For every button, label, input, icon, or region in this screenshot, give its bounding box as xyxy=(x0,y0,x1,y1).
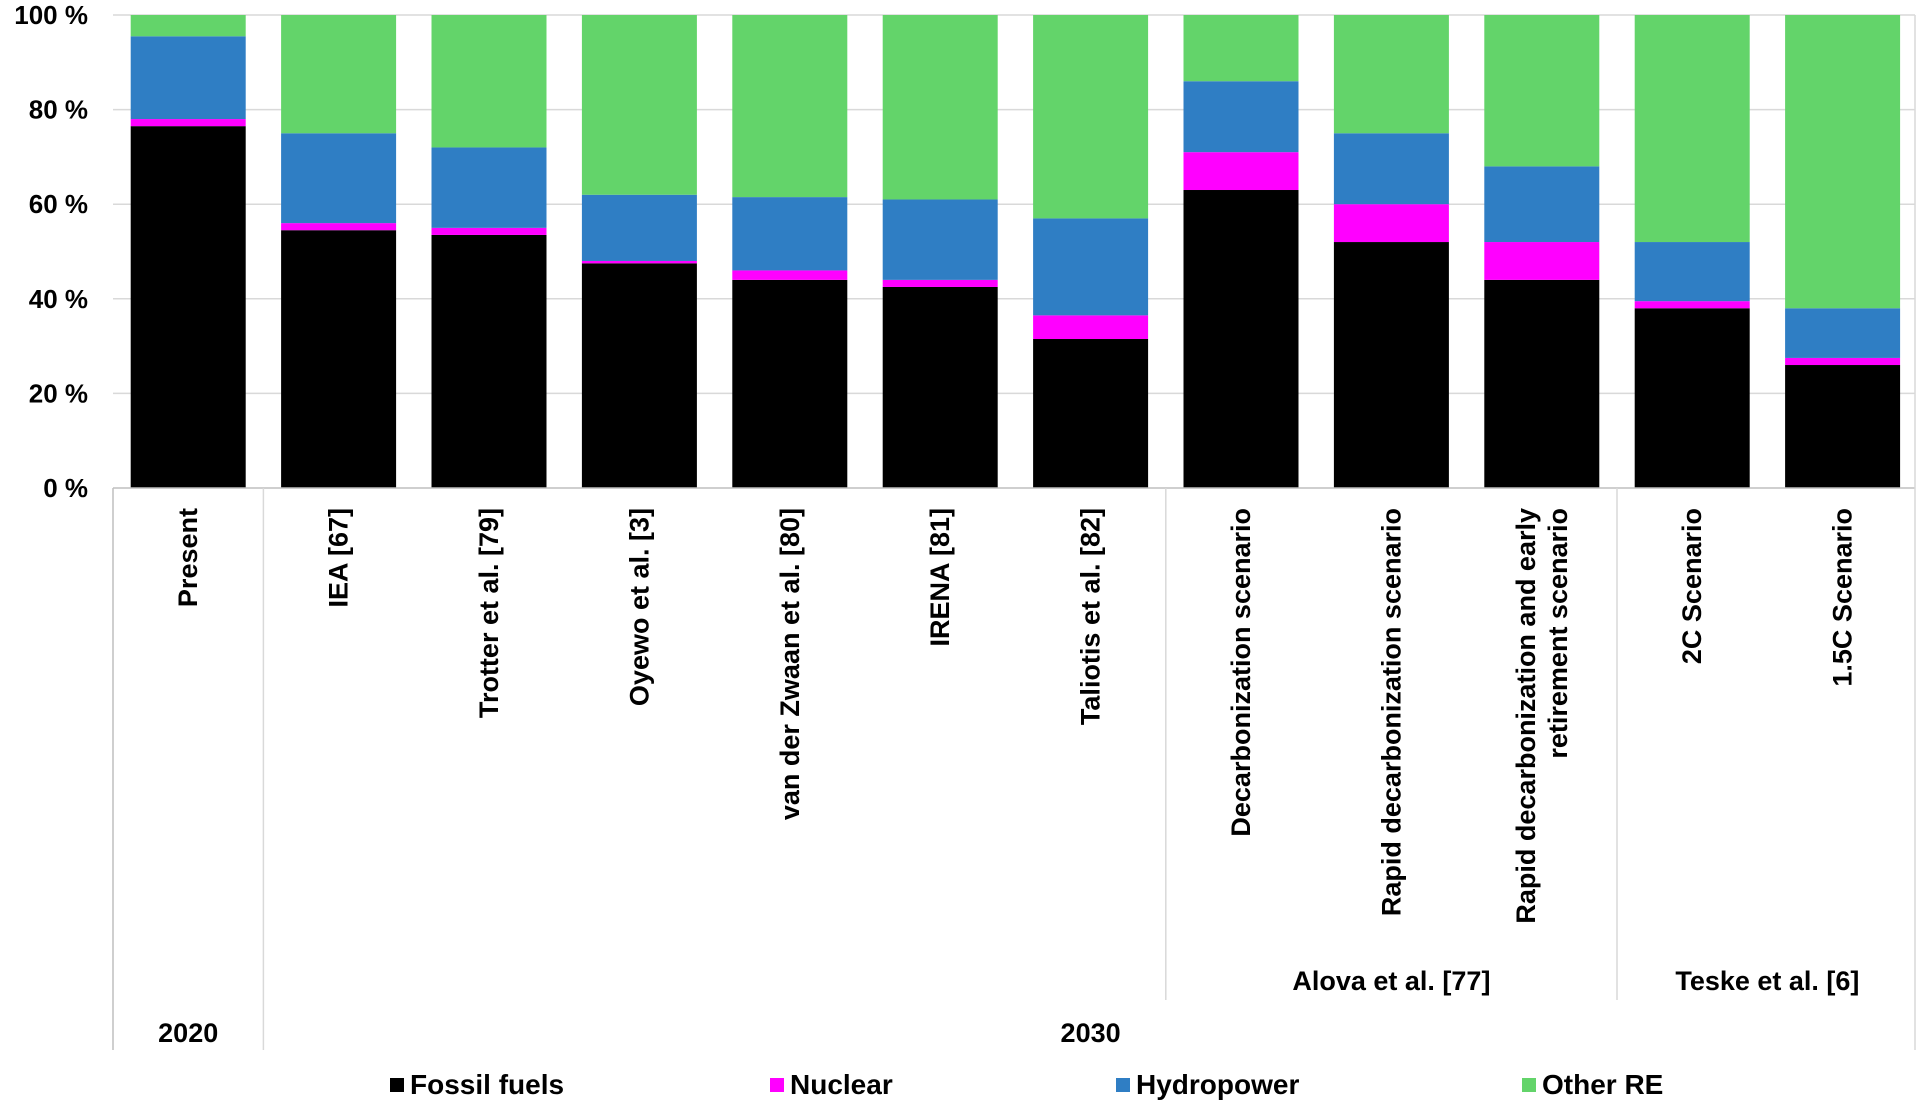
bar-segment-fossil-fuels xyxy=(1183,190,1299,488)
bar-segment-fossil-fuels xyxy=(431,234,547,488)
bar-segment-hydropower xyxy=(1785,308,1901,358)
bar-segment-nuclear xyxy=(732,270,848,280)
legend-label: Nuclear xyxy=(790,1069,893,1100)
bar-segment-hydropower xyxy=(732,197,848,271)
bar-segment-nuclear xyxy=(1785,357,1901,366)
bar-segment-nuclear xyxy=(882,279,998,287)
x-category-label: van der Zwaan et al. [80] xyxy=(775,508,805,820)
bar-segment-hydropower xyxy=(882,199,998,280)
bar-segment-hydropower xyxy=(1484,166,1600,243)
bar-segment-nuclear xyxy=(1333,204,1449,243)
bar-segment-nuclear xyxy=(1484,242,1600,280)
x-category-label: 1.5C Scenario xyxy=(1828,508,1858,687)
y-tick-label: 100 % xyxy=(14,0,88,30)
x-category-label: Rapid decarbonization and early xyxy=(1511,508,1541,924)
y-tick-label: 20 % xyxy=(29,378,88,408)
x-category-label: Rapid decarbonization scenario xyxy=(1376,508,1406,916)
legend-swatch xyxy=(390,1078,404,1092)
bar-segment-fossil-fuels xyxy=(1033,339,1149,488)
gridlines xyxy=(113,14,1915,395)
bar-segment-fossil-fuels xyxy=(581,263,697,488)
x-axis-category-labels: Present IEA [67] Trotter et al. [79] Oyewo … xyxy=(173,508,1857,924)
y-tick-label: 40 % xyxy=(29,284,88,314)
bar-segment-other-re xyxy=(281,15,397,134)
x-category-label: IRENA [81] xyxy=(925,508,955,647)
legend-label: Other RE xyxy=(1542,1069,1663,1100)
bar-segment-nuclear xyxy=(1634,301,1750,309)
bars xyxy=(130,15,1901,488)
legend-swatch xyxy=(1522,1078,1536,1092)
study-group-label: Alova et al. [77] xyxy=(1292,966,1490,996)
bar-segment-hydropower xyxy=(1333,133,1449,205)
bar-segment-other-re xyxy=(1183,15,1299,82)
bar-segment-other-re xyxy=(732,15,848,198)
legend-swatch xyxy=(1116,1078,1130,1092)
bar-segment-hydropower xyxy=(431,147,547,228)
y-tick-label: 0 % xyxy=(43,473,88,503)
bar-segment-fossil-fuels xyxy=(1785,365,1901,488)
bar-segment-other-re xyxy=(1785,15,1901,309)
bar-segment-hydropower xyxy=(1033,218,1149,316)
bar-segment-fossil-fuels xyxy=(1634,308,1750,488)
axes xyxy=(112,15,1916,1050)
x-category-label: Taliotis et al. [82] xyxy=(1076,508,1106,725)
bar-segment-nuclear xyxy=(581,260,697,264)
legend-swatch xyxy=(770,1078,784,1092)
year-label: 2020 xyxy=(158,1018,218,1048)
y-tick-label: 80 % xyxy=(29,95,88,125)
bar-segment-nuclear xyxy=(1033,315,1149,340)
x-category-label: 2C Scenario xyxy=(1677,508,1707,664)
legend-label: Hydropower xyxy=(1136,1069,1299,1100)
bar-segment-fossil-fuels xyxy=(281,230,397,488)
legend: Fossil fuels Nuclear Hydropower Other RE xyxy=(390,1069,1663,1100)
bar-segment-nuclear xyxy=(1183,152,1299,191)
x-category-label: retirement scenario xyxy=(1543,508,1573,759)
study-group-label: Teske et al. [6] xyxy=(1675,966,1859,996)
year-label: 2030 xyxy=(1061,1018,1121,1048)
bar-segment-other-re xyxy=(1484,15,1600,167)
bar-segment-fossil-fuels xyxy=(1333,242,1449,488)
bar-segment-fossil-fuels xyxy=(1484,279,1600,488)
bar-segment-other-re xyxy=(1033,15,1149,219)
bar-segment-other-re xyxy=(1634,15,1750,243)
bar-segment-hydropower xyxy=(281,133,397,224)
bar-segment-other-re xyxy=(882,15,998,200)
bar-segment-other-re xyxy=(431,15,547,148)
bar-segment-nuclear xyxy=(281,223,397,231)
legend-label: Fossil fuels xyxy=(410,1069,564,1100)
bar-segment-fossil-fuels xyxy=(130,126,246,488)
bar-segment-nuclear xyxy=(130,119,246,127)
bar-segment-hydropower xyxy=(581,194,697,261)
bar-segment-nuclear xyxy=(431,227,547,235)
bar-segment-other-re xyxy=(1333,15,1449,134)
bar-segment-hydropower xyxy=(1634,242,1750,302)
y-axis-tick-labels: 0 % 20 % 40 % 60 % 80 % 100 % xyxy=(14,0,88,503)
x-category-label: Present xyxy=(173,508,203,607)
x-category-label: IEA [67] xyxy=(324,508,354,608)
bar-segment-fossil-fuels xyxy=(732,279,848,488)
bar-segment-hydropower xyxy=(1183,81,1299,153)
y-tick-label: 60 % xyxy=(29,189,88,219)
bar-segment-other-re xyxy=(130,15,246,37)
bar-segment-hydropower xyxy=(130,36,246,120)
bar-segment-other-re xyxy=(581,15,697,195)
x-category-label: Decarbonization scenario xyxy=(1226,508,1256,837)
x-category-label: Oyewo et al. [3] xyxy=(624,508,654,706)
group-labels: Alova et al. [77] Teske et al. [6] 2020 203… xyxy=(158,966,1859,1048)
bar-segment-fossil-fuels xyxy=(882,286,998,488)
x-category-label: Trotter et al. [79] xyxy=(474,508,504,718)
